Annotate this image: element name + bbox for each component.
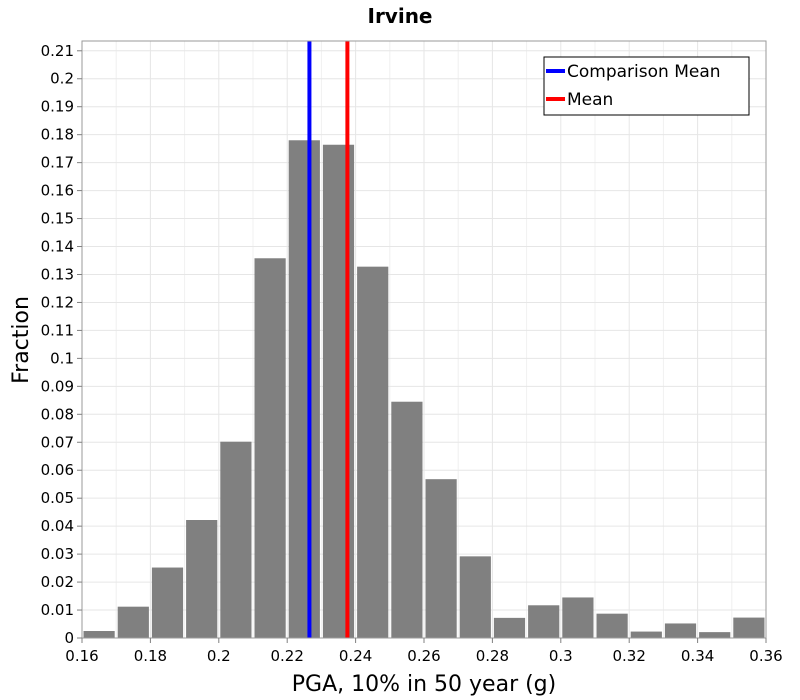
y-tick-label: 0.03 [41, 545, 74, 563]
histogram-bar [151, 567, 184, 638]
x-tick-label: 0.28 [476, 647, 509, 665]
histogram-bar [699, 632, 731, 638]
y-tick-label: 0.01 [41, 601, 74, 619]
histogram-bar [357, 266, 389, 638]
histogram-bar [288, 140, 320, 639]
histogram-bar [733, 617, 765, 638]
x-tick-label: 0.3 [549, 647, 573, 665]
histogram-bar [425, 479, 457, 638]
x-tick-label: 0.26 [407, 647, 440, 665]
histogram-bar [596, 613, 628, 638]
x-tick-label: 0.32 [612, 647, 645, 665]
histogram-bar [664, 623, 697, 638]
x-tick-label: 0.36 [749, 647, 782, 665]
x-tick-label: 0.2 [207, 647, 231, 665]
y-tick-label: 0.12 [41, 293, 74, 311]
histogram-bar [562, 597, 594, 638]
histogram-bar [391, 401, 423, 638]
x-tick-label: 0.16 [65, 647, 98, 665]
x-tick-label: 0.18 [134, 647, 167, 665]
y-tick-label: 0.14 [41, 238, 74, 256]
y-tick-label: 0.11 [41, 321, 74, 339]
y-axis-ticks: 0 0.01 0.02 0.03 0.04 0.05 0.06 0.07 0.08 0.09 0.1… [41, 42, 82, 647]
y-tick-label: 0.08 [41, 405, 74, 423]
y-tick-label: 0.13 [41, 265, 74, 283]
x-tick-label: 0.22 [270, 647, 303, 665]
y-tick-label: 0.16 [41, 182, 74, 200]
legend-label: Mean [567, 90, 613, 110]
y-tick-label: 0.05 [41, 489, 74, 507]
x-axis-label: PGA, 10% in 50 year (g) [292, 672, 556, 697]
legend: Comparison Mean Mean [543, 56, 750, 116]
y-tick-label: 0.04 [41, 517, 74, 535]
grid [81, 41, 767, 639]
histogram-bar [83, 631, 115, 638]
y-tick-label: 0.06 [41, 461, 74, 479]
x-tick-label: 0.24 [339, 647, 372, 665]
y-tick-label: 0.07 [41, 433, 74, 451]
mean-lines [307, 41, 350, 638]
legend-label: Comparison Mean [567, 62, 721, 82]
y-tick-label: 0.09 [41, 377, 74, 395]
y-tick-label: 0.18 [41, 126, 74, 144]
histogram-bar [493, 617, 526, 638]
histogram-bar [117, 606, 149, 638]
x-axis-ticks: 0.16 0.18 0.2 0.22 0.24 0.26 0.28 0.3 0.32 0.34 0.… [65, 638, 783, 665]
histogram-bar [459, 556, 491, 638]
chart-title: Irvine [368, 4, 433, 28]
y-tick-label: 0.17 [41, 154, 74, 172]
legend-box [543, 56, 750, 116]
y-tick-label: 0.2 [50, 70, 74, 88]
histogram-bar [254, 258, 286, 638]
y-tick-label: 0.19 [41, 98, 74, 116]
histogram-bar [322, 144, 355, 639]
histogram-bar [186, 519, 218, 638]
y-axis-label: Fraction [9, 296, 34, 384]
y-tick-label: 0 [64, 629, 74, 647]
y-tick-label: 0.21 [41, 42, 74, 60]
histogram-bar [528, 605, 560, 638]
x-tick-label: 0.34 [681, 647, 714, 665]
histogram-bar [630, 631, 662, 638]
y-tick-label: 0.15 [41, 210, 74, 228]
y-tick-label: 0.02 [41, 573, 74, 591]
y-tick-label: 0.1 [50, 349, 74, 367]
histogram-bar [220, 441, 252, 638]
